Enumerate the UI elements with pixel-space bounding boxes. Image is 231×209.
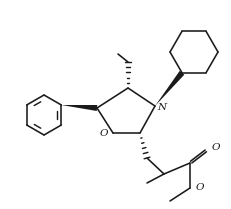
Text: O: O [212,144,221,153]
Text: N: N [158,102,167,111]
Text: O: O [196,184,204,192]
Polygon shape [155,71,184,106]
Polygon shape [61,105,97,111]
Text: O: O [100,130,108,139]
